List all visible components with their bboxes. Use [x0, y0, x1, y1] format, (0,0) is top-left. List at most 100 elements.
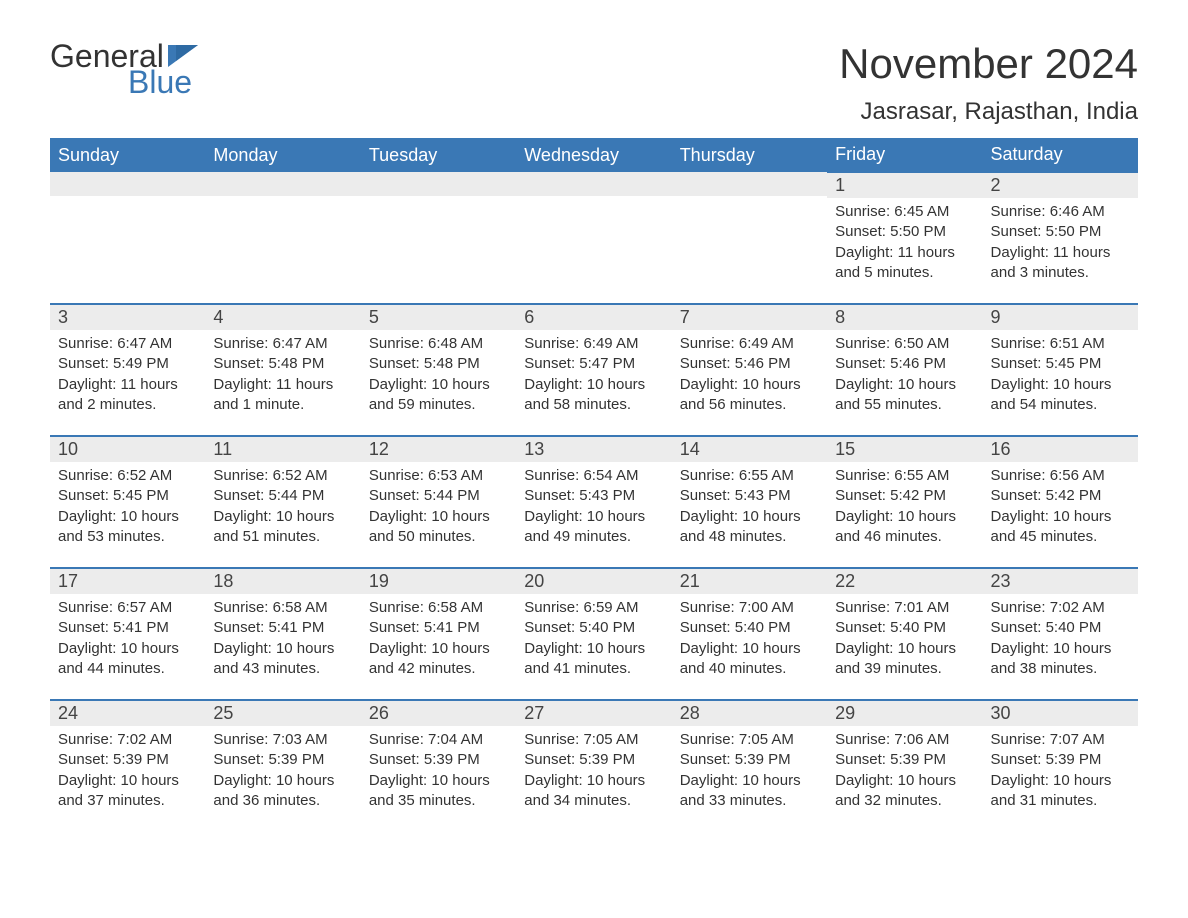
sunset-line: Sunset: 5:40 PM: [680, 618, 819, 638]
sunrise-line: Sunrise: 6:46 AM: [991, 202, 1130, 222]
sunset-line: Sunset: 5:39 PM: [213, 750, 352, 770]
calendar-day-cell: 12Sunrise: 6:53 AMSunset: 5:44 PMDayligh…: [361, 436, 516, 568]
day-number: 13: [516, 437, 671, 462]
daylight-line: Daylight: 10 hours and 54 minutes.: [991, 375, 1130, 416]
day-number: 21: [672, 569, 827, 594]
calendar-day-cell: 3Sunrise: 6:47 AMSunset: 5:49 PMDaylight…: [50, 304, 205, 436]
location: Jasrasar, Rajasthan, India: [839, 98, 1138, 126]
day-number: 11: [205, 437, 360, 462]
calendar-day-cell: 6Sunrise: 6:49 AMSunset: 5:47 PMDaylight…: [516, 304, 671, 436]
day-details: Sunrise: 6:52 AMSunset: 5:44 PMDaylight:…: [205, 462, 360, 555]
day-details: Sunrise: 6:52 AMSunset: 5:45 PMDaylight:…: [50, 462, 205, 555]
day-details: Sunrise: 7:07 AMSunset: 5:39 PMDaylight:…: [983, 726, 1138, 819]
sunset-line: Sunset: 5:41 PM: [369, 618, 508, 638]
calendar-day-cell: 25Sunrise: 7:03 AMSunset: 5:39 PMDayligh…: [205, 700, 360, 832]
calendar-day-cell: 21Sunrise: 7:00 AMSunset: 5:40 PMDayligh…: [672, 568, 827, 700]
empty-daynum-bar: [361, 172, 516, 196]
sunrise-line: Sunrise: 6:48 AM: [369, 334, 508, 354]
logo: General Blue: [50, 40, 198, 98]
empty-daynum-bar: [205, 172, 360, 196]
sunset-line: Sunset: 5:44 PM: [213, 486, 352, 506]
calendar-day-cell: 2Sunrise: 6:46 AMSunset: 5:50 PMDaylight…: [983, 172, 1138, 304]
day-number: 9: [983, 305, 1138, 330]
month-title: November 2024: [839, 40, 1138, 88]
day-details: Sunrise: 6:53 AMSunset: 5:44 PMDaylight:…: [361, 462, 516, 555]
day-number: 27: [516, 701, 671, 726]
weekday-header: Friday: [827, 138, 982, 172]
calendar-empty-cell: [516, 172, 671, 304]
sunrise-line: Sunrise: 6:55 AM: [680, 466, 819, 486]
calendar-day-cell: 14Sunrise: 6:55 AMSunset: 5:43 PMDayligh…: [672, 436, 827, 568]
calendar-day-cell: 19Sunrise: 6:58 AMSunset: 5:41 PMDayligh…: [361, 568, 516, 700]
day-number: 26: [361, 701, 516, 726]
sunrise-line: Sunrise: 6:53 AM: [369, 466, 508, 486]
daylight-line: Daylight: 10 hours and 39 minutes.: [835, 639, 974, 680]
day-details: Sunrise: 6:50 AMSunset: 5:46 PMDaylight:…: [827, 330, 982, 423]
daylight-line: Daylight: 10 hours and 56 minutes.: [680, 375, 819, 416]
weekday-header: Monday: [205, 138, 360, 172]
calendar-day-cell: 8Sunrise: 6:50 AMSunset: 5:46 PMDaylight…: [827, 304, 982, 436]
daylight-line: Daylight: 10 hours and 45 minutes.: [991, 507, 1130, 548]
daylight-line: Daylight: 11 hours and 1 minute.: [213, 375, 352, 416]
sunrise-line: Sunrise: 6:52 AM: [213, 466, 352, 486]
day-details: Sunrise: 6:55 AMSunset: 5:43 PMDaylight:…: [672, 462, 827, 555]
daylight-line: Daylight: 10 hours and 31 minutes.: [991, 771, 1130, 812]
daylight-line: Daylight: 10 hours and 59 minutes.: [369, 375, 508, 416]
weekday-header: Wednesday: [516, 138, 671, 172]
sunrise-line: Sunrise: 6:47 AM: [213, 334, 352, 354]
day-details: Sunrise: 7:02 AMSunset: 5:39 PMDaylight:…: [50, 726, 205, 819]
calendar-table: SundayMondayTuesdayWednesdayThursdayFrid…: [50, 138, 1138, 832]
day-details: Sunrise: 6:47 AMSunset: 5:48 PMDaylight:…: [205, 330, 360, 423]
daylight-line: Daylight: 10 hours and 55 minutes.: [835, 375, 974, 416]
empty-daynum-bar: [50, 172, 205, 196]
calendar-day-cell: 10Sunrise: 6:52 AMSunset: 5:45 PMDayligh…: [50, 436, 205, 568]
day-details: Sunrise: 7:03 AMSunset: 5:39 PMDaylight:…: [205, 726, 360, 819]
sunset-line: Sunset: 5:42 PM: [835, 486, 974, 506]
calendar-day-cell: 23Sunrise: 7:02 AMSunset: 5:40 PMDayligh…: [983, 568, 1138, 700]
day-number: 16: [983, 437, 1138, 462]
calendar-day-cell: 28Sunrise: 7:05 AMSunset: 5:39 PMDayligh…: [672, 700, 827, 832]
calendar-day-cell: 13Sunrise: 6:54 AMSunset: 5:43 PMDayligh…: [516, 436, 671, 568]
calendar-day-cell: 5Sunrise: 6:48 AMSunset: 5:48 PMDaylight…: [361, 304, 516, 436]
sunrise-line: Sunrise: 6:55 AM: [835, 466, 974, 486]
day-details: Sunrise: 6:55 AMSunset: 5:42 PMDaylight:…: [827, 462, 982, 555]
calendar-day-cell: 15Sunrise: 6:55 AMSunset: 5:42 PMDayligh…: [827, 436, 982, 568]
sunrise-line: Sunrise: 7:05 AM: [680, 730, 819, 750]
day-number: 5: [361, 305, 516, 330]
calendar-week-row: 1Sunrise: 6:45 AMSunset: 5:50 PMDaylight…: [50, 172, 1138, 304]
day-number: 2: [983, 173, 1138, 198]
calendar-day-cell: 24Sunrise: 7:02 AMSunset: 5:39 PMDayligh…: [50, 700, 205, 832]
day-number: 14: [672, 437, 827, 462]
sunrise-line: Sunrise: 7:06 AM: [835, 730, 974, 750]
calendar-day-cell: 16Sunrise: 6:56 AMSunset: 5:42 PMDayligh…: [983, 436, 1138, 568]
daylight-line: Daylight: 11 hours and 3 minutes.: [991, 243, 1130, 284]
sunset-line: Sunset: 5:40 PM: [835, 618, 974, 638]
empty-daynum-bar: [516, 172, 671, 196]
calendar-day-cell: 18Sunrise: 6:58 AMSunset: 5:41 PMDayligh…: [205, 568, 360, 700]
daylight-line: Daylight: 10 hours and 38 minutes.: [991, 639, 1130, 680]
day-number: 29: [827, 701, 982, 726]
daylight-line: Daylight: 10 hours and 34 minutes.: [524, 771, 663, 812]
day-number: 8: [827, 305, 982, 330]
sunrise-line: Sunrise: 6:59 AM: [524, 598, 663, 618]
day-number: 25: [205, 701, 360, 726]
sunset-line: Sunset: 5:50 PM: [835, 222, 974, 242]
calendar-day-cell: 9Sunrise: 6:51 AMSunset: 5:45 PMDaylight…: [983, 304, 1138, 436]
weekday-header: Sunday: [50, 138, 205, 172]
day-details: Sunrise: 7:04 AMSunset: 5:39 PMDaylight:…: [361, 726, 516, 819]
sunset-line: Sunset: 5:41 PM: [213, 618, 352, 638]
sunset-line: Sunset: 5:48 PM: [213, 354, 352, 374]
day-details: Sunrise: 7:05 AMSunset: 5:39 PMDaylight:…: [672, 726, 827, 819]
calendar-empty-cell: [361, 172, 516, 304]
calendar-day-cell: 1Sunrise: 6:45 AMSunset: 5:50 PMDaylight…: [827, 172, 982, 304]
sunset-line: Sunset: 5:39 PM: [680, 750, 819, 770]
day-details: Sunrise: 6:48 AMSunset: 5:48 PMDaylight:…: [361, 330, 516, 423]
sunset-line: Sunset: 5:46 PM: [680, 354, 819, 374]
weekday-header-row: SundayMondayTuesdayWednesdayThursdayFrid…: [50, 138, 1138, 172]
sunrise-line: Sunrise: 6:57 AM: [58, 598, 197, 618]
sunset-line: Sunset: 5:39 PM: [991, 750, 1130, 770]
day-details: Sunrise: 6:58 AMSunset: 5:41 PMDaylight:…: [205, 594, 360, 687]
day-number: 7: [672, 305, 827, 330]
sunset-line: Sunset: 5:44 PM: [369, 486, 508, 506]
sunset-line: Sunset: 5:45 PM: [991, 354, 1130, 374]
